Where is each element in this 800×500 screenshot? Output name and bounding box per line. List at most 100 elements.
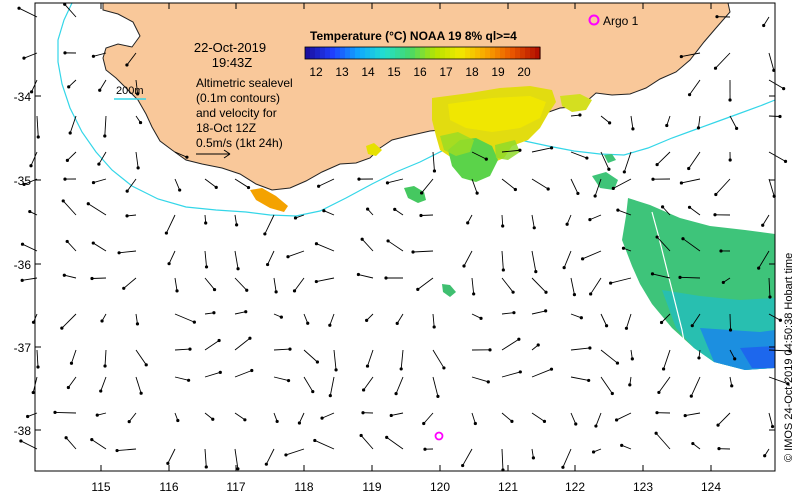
colorbar-segment: [495, 47, 501, 59]
vector-head: [166, 461, 170, 465]
vector-shaft: [135, 313, 138, 324]
vector-head: [103, 364, 107, 368]
info-line-4: 18-Oct 12Z: [196, 121, 256, 135]
argo-float-2-marker[interactable]: [434, 431, 444, 441]
vector-head: [733, 357, 737, 361]
vector-head: [620, 443, 624, 447]
colorbar-segment: [410, 47, 416, 59]
vector-shaft: [119, 250, 137, 254]
colorbar-segment: [335, 47, 341, 59]
legend-tick-19: 19: [491, 65, 505, 79]
vector-shaft: [204, 277, 215, 290]
vector-head: [532, 226, 536, 230]
info-line-5: 0.5m/s (1kt 24h): [196, 136, 283, 150]
vector-shaft: [432, 349, 445, 369]
vector-head: [768, 295, 772, 299]
vector-shaft: [600, 115, 610, 124]
vector-shaft: [168, 250, 176, 264]
vector-head: [616, 208, 620, 212]
vector-shaft: [329, 376, 335, 396]
vector-shaft: [531, 214, 535, 228]
vector-head: [384, 276, 388, 280]
vector-shaft: [432, 376, 439, 397]
vector-shaft: [768, 412, 773, 427]
vector-head: [244, 310, 248, 314]
vector-shaft: [662, 206, 671, 216]
vector-head: [517, 337, 521, 341]
vector-head: [53, 410, 57, 415]
vector-head: [311, 389, 315, 394]
vector-shaft: [656, 236, 671, 252]
colorbar-segment: [515, 47, 521, 59]
vector-head: [696, 126, 701, 130]
colorbar-segment: [520, 47, 526, 59]
vector-shaft: [655, 432, 671, 450]
vector-head: [188, 347, 192, 351]
vector-head: [630, 357, 634, 361]
vector-shaft: [652, 273, 671, 279]
vector-head: [328, 323, 332, 327]
vector-head: [757, 266, 761, 270]
vector-head: [614, 418, 619, 422]
vector-head: [624, 326, 629, 330]
vector-head: [314, 242, 319, 246]
colorbar-segment: [450, 47, 456, 59]
legend-tick-17: 17: [439, 65, 453, 79]
vector-shaft: [501, 277, 514, 293]
vector-head: [389, 413, 393, 418]
vector-shaft: [299, 412, 305, 424]
vector-head: [97, 162, 101, 166]
vector-head: [359, 433, 363, 438]
colorbar-segment: [485, 47, 491, 59]
vector-head: [778, 318, 782, 322]
vector-shaft: [688, 151, 701, 169]
vector-head: [609, 281, 613, 285]
vector-head: [306, 321, 310, 325]
colorbar-segment: [425, 47, 431, 59]
vector-shaft: [360, 435, 374, 450]
vector-shaft: [600, 151, 610, 170]
vector-shaft: [287, 250, 305, 258]
vector-shaft: [387, 178, 404, 184]
vector-head: [385, 435, 389, 440]
vector-shaft: [501, 178, 516, 190]
vector-shaft: [763, 16, 770, 26]
vector-head: [657, 390, 661, 395]
vector-head: [713, 66, 718, 70]
vector-head: [472, 292, 476, 296]
vector-head: [690, 324, 694, 328]
vector-shaft: [685, 412, 701, 417]
vector-head: [593, 194, 597, 198]
vector-shaft: [471, 151, 487, 160]
vector-head: [660, 205, 665, 209]
vector-shaft: [99, 79, 107, 91]
vector-head: [29, 90, 34, 94]
lat-label-36: -36: [14, 258, 32, 272]
colorbar-segment: [365, 47, 371, 59]
vector-head: [423, 447, 427, 451]
vector-shaft: [658, 376, 671, 393]
vector-shaft: [768, 277, 771, 297]
vector-head: [518, 370, 522, 374]
vector-shaft: [531, 277, 547, 293]
vector-head: [714, 192, 718, 197]
vector-shaft: [396, 313, 404, 324]
vector-shaft: [768, 178, 775, 197]
vector-shaft: [656, 151, 671, 165]
colorbar-segment: [370, 47, 376, 59]
argo-float-1-marker[interactable]: [588, 14, 600, 26]
vector-head: [286, 378, 291, 383]
sst-patch-eastern-deepblue: [740, 346, 775, 368]
vector-head: [248, 336, 252, 340]
vector-head: [135, 322, 140, 326]
lon-label-117: 117: [226, 480, 245, 494]
vector-head: [510, 419, 514, 423]
vector-head: [611, 186, 615, 190]
vector-head: [534, 270, 538, 274]
vector-head: [204, 221, 208, 225]
lat-label-38: -38: [14, 424, 32, 438]
colorbar-segment: [310, 47, 316, 59]
colorbar-segment: [385, 47, 391, 59]
vector-shaft: [267, 250, 275, 265]
vector-head: [761, 223, 765, 227]
